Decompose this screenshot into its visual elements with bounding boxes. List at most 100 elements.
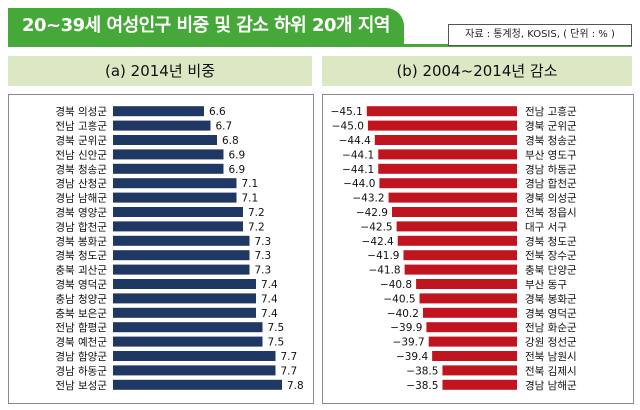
value-label: −38.5 <box>406 365 438 377</box>
category-label: 경북 봉화군 <box>525 292 577 305</box>
category-label: 경북 군위군 <box>55 134 107 147</box>
bar <box>426 322 517 333</box>
value-label: −42.9 <box>356 207 388 219</box>
left-bar-chart: 경북 의성군 6.6 전남 고흥군 6.7 경북 군위군 6.8 전남 신안군 6.9 경북 청… <box>55 105 304 392</box>
value-label: 7.3 <box>255 265 272 277</box>
bar <box>416 279 517 289</box>
category-label: 전북 장수군 <box>525 250 577 262</box>
bar <box>113 322 263 333</box>
category-label: 경북 봉화군 <box>55 235 107 248</box>
category-label: 충북 괴산군 <box>55 265 107 277</box>
category-label: 전남 고흥군 <box>525 105 577 118</box>
bar <box>392 207 517 217</box>
bar <box>428 336 517 347</box>
value-label: 6.9 <box>229 149 246 161</box>
bar <box>396 221 517 232</box>
category-label: 경북 예천군 <box>55 336 107 349</box>
value-label: −38.5 <box>406 380 438 392</box>
category-label: 경북 청송군 <box>55 163 107 176</box>
category-label: 경북 청송군 <box>525 134 577 147</box>
bar <box>379 178 517 189</box>
category-label: 충남 청양군 <box>55 293 107 305</box>
category-label: 대구 서구 <box>525 221 567 233</box>
value-label: 7.8 <box>287 380 304 392</box>
category-label: 경남 합천군 <box>55 220 107 233</box>
value-label: −45.1 <box>331 106 363 118</box>
category-label: 전남 보성군 <box>55 380 107 392</box>
bar <box>397 235 517 246</box>
bar <box>404 264 517 275</box>
category-label: 부산 영도구 <box>525 149 577 161</box>
category-label: 경남 남해군 <box>55 192 107 205</box>
value-label: −39.9 <box>390 322 422 334</box>
category-label: 부산 동구 <box>525 279 567 291</box>
category-label: 전북 남원시 <box>525 351 577 363</box>
category-label: 경북 영덕군 <box>525 307 577 320</box>
value-label: 7.3 <box>255 236 272 248</box>
category-label: 전남 함평군 <box>55 322 107 334</box>
category-label: 전남 화순군 <box>525 322 577 334</box>
bar <box>113 264 250 275</box>
bar <box>442 365 517 376</box>
category-label: 충북 보은군 <box>55 308 107 320</box>
bar <box>113 163 224 174</box>
value-label: −39.4 <box>396 351 428 363</box>
value-label: −41.8 <box>368 265 400 277</box>
bar <box>388 192 517 203</box>
category-label: 전북 김제시 <box>525 365 577 377</box>
category-label: 전남 신안군 <box>55 149 107 161</box>
title-underline <box>8 44 632 47</box>
title-banner: 20~39세 여성인구 비중 및 감소 하위 20개 지역 <box>8 8 404 44</box>
bar <box>113 235 250 246</box>
bar <box>422 307 517 318</box>
category-label: 경남 산청군 <box>55 177 107 190</box>
value-label: 6.7 <box>216 121 233 133</box>
value-label: −45.0 <box>332 121 364 133</box>
category-label: 전북 정읍시 <box>525 207 577 219</box>
bar <box>113 221 243 232</box>
bar <box>113 336 263 347</box>
source-note: 자료 : 통계청, KOSIS, ( 단위 : % ) <box>448 24 632 46</box>
left-chart-panel: 경북 의성군 6.6 전남 고흥군 6.7 경북 군위군 6.8 전남 신안군 6.9 경북 청… <box>8 94 314 404</box>
value-label: 7.4 <box>261 279 278 291</box>
value-label: 7.5 <box>268 322 285 334</box>
bar <box>113 379 282 390</box>
bar <box>367 120 517 131</box>
category-label: 충북 단양군 <box>525 265 577 277</box>
bar <box>113 365 276 376</box>
value-label: 7.2 <box>248 207 265 219</box>
value-label: −40.8 <box>380 279 412 291</box>
bar <box>378 163 517 174</box>
bar <box>113 120 211 131</box>
category-label: 강원 정선군 <box>525 337 577 349</box>
category-label: 전남 고흥군 <box>55 120 107 133</box>
bar <box>113 178 237 189</box>
category-label: 경북 영양군 <box>55 206 107 219</box>
category-label: 경북 의성군 <box>525 192 577 205</box>
value-label: −44.1 <box>342 149 374 161</box>
value-label: 6.9 <box>229 164 246 176</box>
value-label: 7.4 <box>261 293 278 305</box>
chart-title: 20~39세 여성인구 비중 및 감소 하위 20개 지역 <box>22 15 391 36</box>
category-label: 경남 남해군 <box>525 379 577 392</box>
value-label: 7.1 <box>242 193 259 205</box>
category-label: 경남 함양군 <box>55 350 107 363</box>
category-label: 경북 청도군 <box>525 235 577 248</box>
bar <box>378 149 517 160</box>
category-label: 경남 합천군 <box>525 177 577 190</box>
category-label: 경남 하동군 <box>525 163 577 176</box>
value-label: −42.4 <box>362 236 394 248</box>
value-label: −44.1 <box>342 164 374 176</box>
value-label: −44.0 <box>343 178 375 190</box>
bar <box>432 351 517 361</box>
value-label: 7.5 <box>268 337 285 349</box>
bar <box>419 293 517 304</box>
bar <box>113 192 237 203</box>
value-label: −41.9 <box>367 250 399 262</box>
value-label: 7.2 <box>248 221 265 233</box>
category-label: 경남 하동군 <box>55 364 107 377</box>
category-label: 경북 군위군 <box>525 120 577 133</box>
bar <box>113 307 256 318</box>
bar <box>113 106 204 117</box>
bar <box>113 207 243 217</box>
